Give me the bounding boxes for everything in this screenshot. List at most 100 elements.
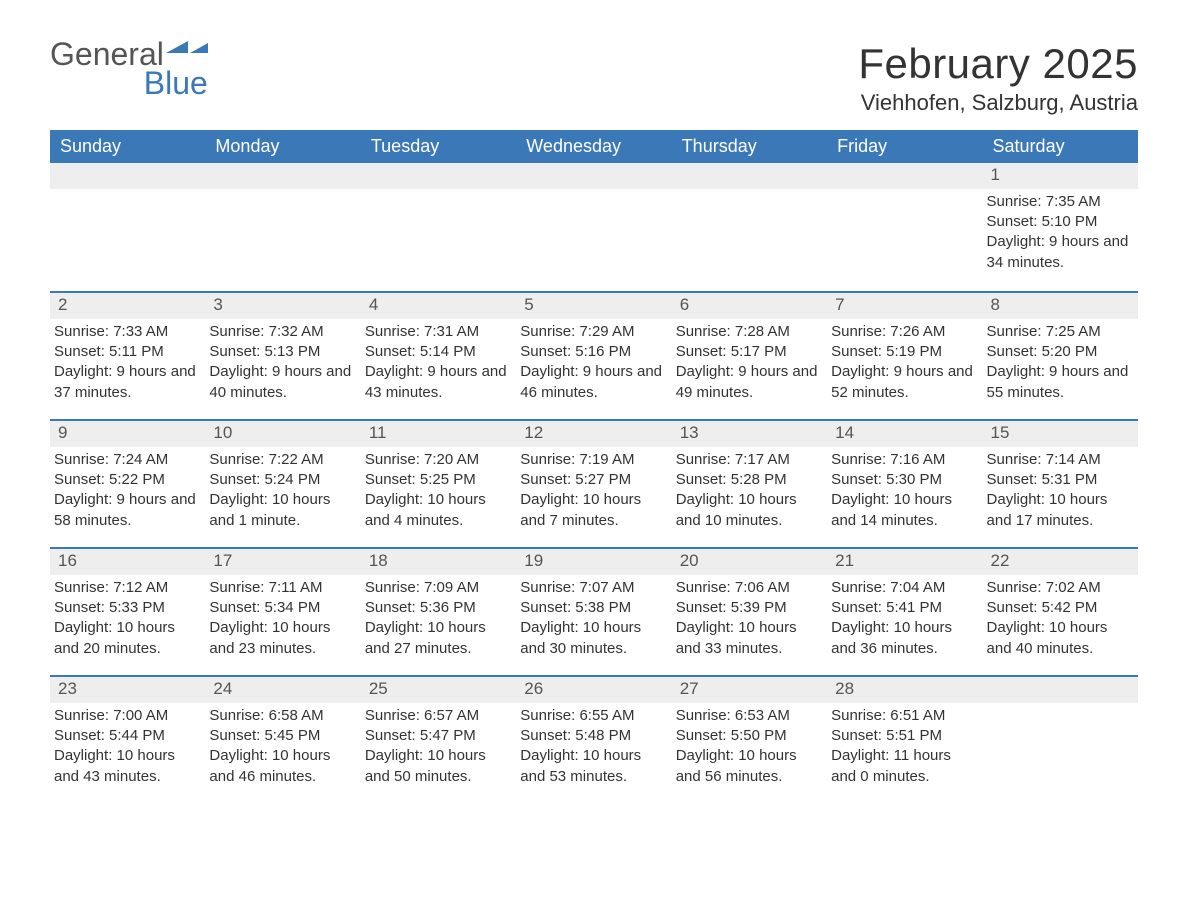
sunrise-text: Sunrise: 7:20 AM xyxy=(365,450,512,470)
sunset-text: Sunset: 5:30 PM xyxy=(831,470,978,490)
calendar-day-cell xyxy=(205,163,360,291)
calendar-day-cell xyxy=(827,163,982,291)
day-number: 5 xyxy=(516,293,671,319)
sunrise-text: Sunrise: 7:14 AM xyxy=(987,450,1134,470)
day-number xyxy=(50,163,205,189)
weekday-header: Monday xyxy=(205,130,360,163)
sunset-text: Sunset: 5:36 PM xyxy=(365,598,512,618)
calendar-week-row: 9Sunrise: 7:24 AMSunset: 5:22 PMDaylight… xyxy=(50,419,1138,547)
sunset-text: Sunset: 5:28 PM xyxy=(676,470,823,490)
day-details: Sunrise: 7:28 AMSunset: 5:17 PMDaylight:… xyxy=(672,319,827,413)
day-details: Sunrise: 7:29 AMSunset: 5:16 PMDaylight:… xyxy=(516,319,671,413)
sunrise-text: Sunrise: 7:24 AM xyxy=(54,450,201,470)
calendar-day-cell xyxy=(672,163,827,291)
daylight-text: Daylight: 10 hours and 30 minutes. xyxy=(520,618,667,659)
sunset-text: Sunset: 5:19 PM xyxy=(831,342,978,362)
day-details: Sunrise: 7:25 AMSunset: 5:20 PMDaylight:… xyxy=(983,319,1138,413)
calendar-day-cell: 19Sunrise: 7:07 AMSunset: 5:38 PMDayligh… xyxy=(516,549,671,675)
sunset-text: Sunset: 5:44 PM xyxy=(54,726,201,746)
sunset-text: Sunset: 5:11 PM xyxy=(54,342,201,362)
day-details xyxy=(827,189,982,202)
daylight-text: Daylight: 10 hours and 33 minutes. xyxy=(676,618,823,659)
sunset-text: Sunset: 5:27 PM xyxy=(520,470,667,490)
day-details xyxy=(672,189,827,202)
sunset-text: Sunset: 5:14 PM xyxy=(365,342,512,362)
day-details: Sunrise: 7:06 AMSunset: 5:39 PMDaylight:… xyxy=(672,575,827,669)
calendar-week-row: 2Sunrise: 7:33 AMSunset: 5:11 PMDaylight… xyxy=(50,291,1138,419)
calendar-day-cell: 20Sunrise: 7:06 AMSunset: 5:39 PMDayligh… xyxy=(672,549,827,675)
day-details: Sunrise: 6:53 AMSunset: 5:50 PMDaylight:… xyxy=(672,703,827,797)
sunrise-text: Sunrise: 6:53 AM xyxy=(676,706,823,726)
sunrise-text: Sunrise: 7:22 AM xyxy=(209,450,356,470)
sunset-text: Sunset: 5:48 PM xyxy=(520,726,667,746)
daylight-text: Daylight: 10 hours and 7 minutes. xyxy=(520,490,667,531)
sunrise-text: Sunrise: 6:55 AM xyxy=(520,706,667,726)
sunrise-text: Sunrise: 7:04 AM xyxy=(831,578,978,598)
day-number: 16 xyxy=(50,549,205,575)
calendar-day-cell: 18Sunrise: 7:09 AMSunset: 5:36 PMDayligh… xyxy=(361,549,516,675)
calendar: Sunday Monday Tuesday Wednesday Thursday… xyxy=(50,130,1138,803)
day-details xyxy=(516,189,671,202)
day-number: 8 xyxy=(983,293,1138,319)
brand-text: General Blue xyxy=(50,40,208,98)
sunrise-text: Sunrise: 7:29 AM xyxy=(520,322,667,342)
sunrise-text: Sunrise: 7:28 AM xyxy=(676,322,823,342)
sunset-text: Sunset: 5:50 PM xyxy=(676,726,823,746)
sunrise-text: Sunrise: 7:19 AM xyxy=(520,450,667,470)
day-number: 24 xyxy=(205,677,360,703)
day-number xyxy=(827,163,982,189)
calendar-day-cell: 21Sunrise: 7:04 AMSunset: 5:41 PMDayligh… xyxy=(827,549,982,675)
calendar-day-cell: 28Sunrise: 6:51 AMSunset: 5:51 PMDayligh… xyxy=(827,677,982,803)
sunrise-text: Sunrise: 6:51 AM xyxy=(831,706,978,726)
sunrise-text: Sunrise: 7:06 AM xyxy=(676,578,823,598)
daylight-text: Daylight: 9 hours and 52 minutes. xyxy=(831,362,978,403)
calendar-day-cell: 3Sunrise: 7:32 AMSunset: 5:13 PMDaylight… xyxy=(205,293,360,419)
calendar-day-cell: 14Sunrise: 7:16 AMSunset: 5:30 PMDayligh… xyxy=(827,421,982,547)
day-details: Sunrise: 7:14 AMSunset: 5:31 PMDaylight:… xyxy=(983,447,1138,541)
sunrise-text: Sunrise: 7:12 AM xyxy=(54,578,201,598)
sunset-text: Sunset: 5:25 PM xyxy=(365,470,512,490)
calendar-day-cell: 2Sunrise: 7:33 AMSunset: 5:11 PMDaylight… xyxy=(50,293,205,419)
calendar-weeks: 1Sunrise: 7:35 AMSunset: 5:10 PMDaylight… xyxy=(50,163,1138,803)
sunset-text: Sunset: 5:41 PM xyxy=(831,598,978,618)
sunrise-text: Sunrise: 7:26 AM xyxy=(831,322,978,342)
day-number: 7 xyxy=(827,293,982,319)
brand-blue: Blue xyxy=(50,69,208,98)
calendar-day-cell: 22Sunrise: 7:02 AMSunset: 5:42 PMDayligh… xyxy=(983,549,1138,675)
sunrise-text: Sunrise: 7:09 AM xyxy=(365,578,512,598)
day-number: 6 xyxy=(672,293,827,319)
weekday-header: Friday xyxy=(827,130,982,163)
weekday-header: Wednesday xyxy=(516,130,671,163)
day-details xyxy=(983,703,1138,716)
day-details: Sunrise: 7:22 AMSunset: 5:24 PMDaylight:… xyxy=(205,447,360,541)
sunset-text: Sunset: 5:17 PM xyxy=(676,342,823,362)
day-number xyxy=(672,163,827,189)
sunrise-text: Sunrise: 6:57 AM xyxy=(365,706,512,726)
day-number: 10 xyxy=(205,421,360,447)
day-details: Sunrise: 7:35 AMSunset: 5:10 PMDaylight:… xyxy=(983,189,1138,283)
calendar-day-cell: 12Sunrise: 7:19 AMSunset: 5:27 PMDayligh… xyxy=(516,421,671,547)
daylight-text: Daylight: 9 hours and 49 minutes. xyxy=(676,362,823,403)
weekday-header-row: Sunday Monday Tuesday Wednesday Thursday… xyxy=(50,130,1138,163)
daylight-text: Daylight: 10 hours and 20 minutes. xyxy=(54,618,201,659)
calendar-day-cell: 6Sunrise: 7:28 AMSunset: 5:17 PMDaylight… xyxy=(672,293,827,419)
page-header: General Blue February 2025 Viehhofen, Sa… xyxy=(50,40,1138,116)
day-number: 28 xyxy=(827,677,982,703)
calendar-day-cell: 7 Sunrise: 7:26 AMSunset: 5:19 PMDaylight… xyxy=(827,293,982,419)
calendar-day-cell: 11Sunrise: 7:20 AMSunset: 5:25 PMDayligh… xyxy=(361,421,516,547)
day-number: 3 xyxy=(205,293,360,319)
sunrise-text: Sunrise: 7:31 AM xyxy=(365,322,512,342)
day-number: 19 xyxy=(516,549,671,575)
day-number: 9 xyxy=(50,421,205,447)
sunrise-text: Sunrise: 6:58 AM xyxy=(209,706,356,726)
calendar-day-cell: 26Sunrise: 6:55 AMSunset: 5:48 PMDayligh… xyxy=(516,677,671,803)
sunset-text: Sunset: 5:47 PM xyxy=(365,726,512,746)
day-details: Sunrise: 7:24 AMSunset: 5:22 PMDaylight:… xyxy=(50,447,205,541)
calendar-day-cell: 16Sunrise: 7:12 AMSunset: 5:33 PMDayligh… xyxy=(50,549,205,675)
day-details: Sunrise: 7:20 AMSunset: 5:25 PMDaylight:… xyxy=(361,447,516,541)
calendar-day-cell: 9Sunrise: 7:24 AMSunset: 5:22 PMDaylight… xyxy=(50,421,205,547)
daylight-text: Daylight: 11 hours and 0 minutes. xyxy=(831,746,978,787)
daylight-text: Daylight: 10 hours and 1 minute. xyxy=(209,490,356,531)
title-block: February 2025 Viehhofen, Salzburg, Austr… xyxy=(858,40,1138,116)
daylight-text: Daylight: 10 hours and 10 minutes. xyxy=(676,490,823,531)
